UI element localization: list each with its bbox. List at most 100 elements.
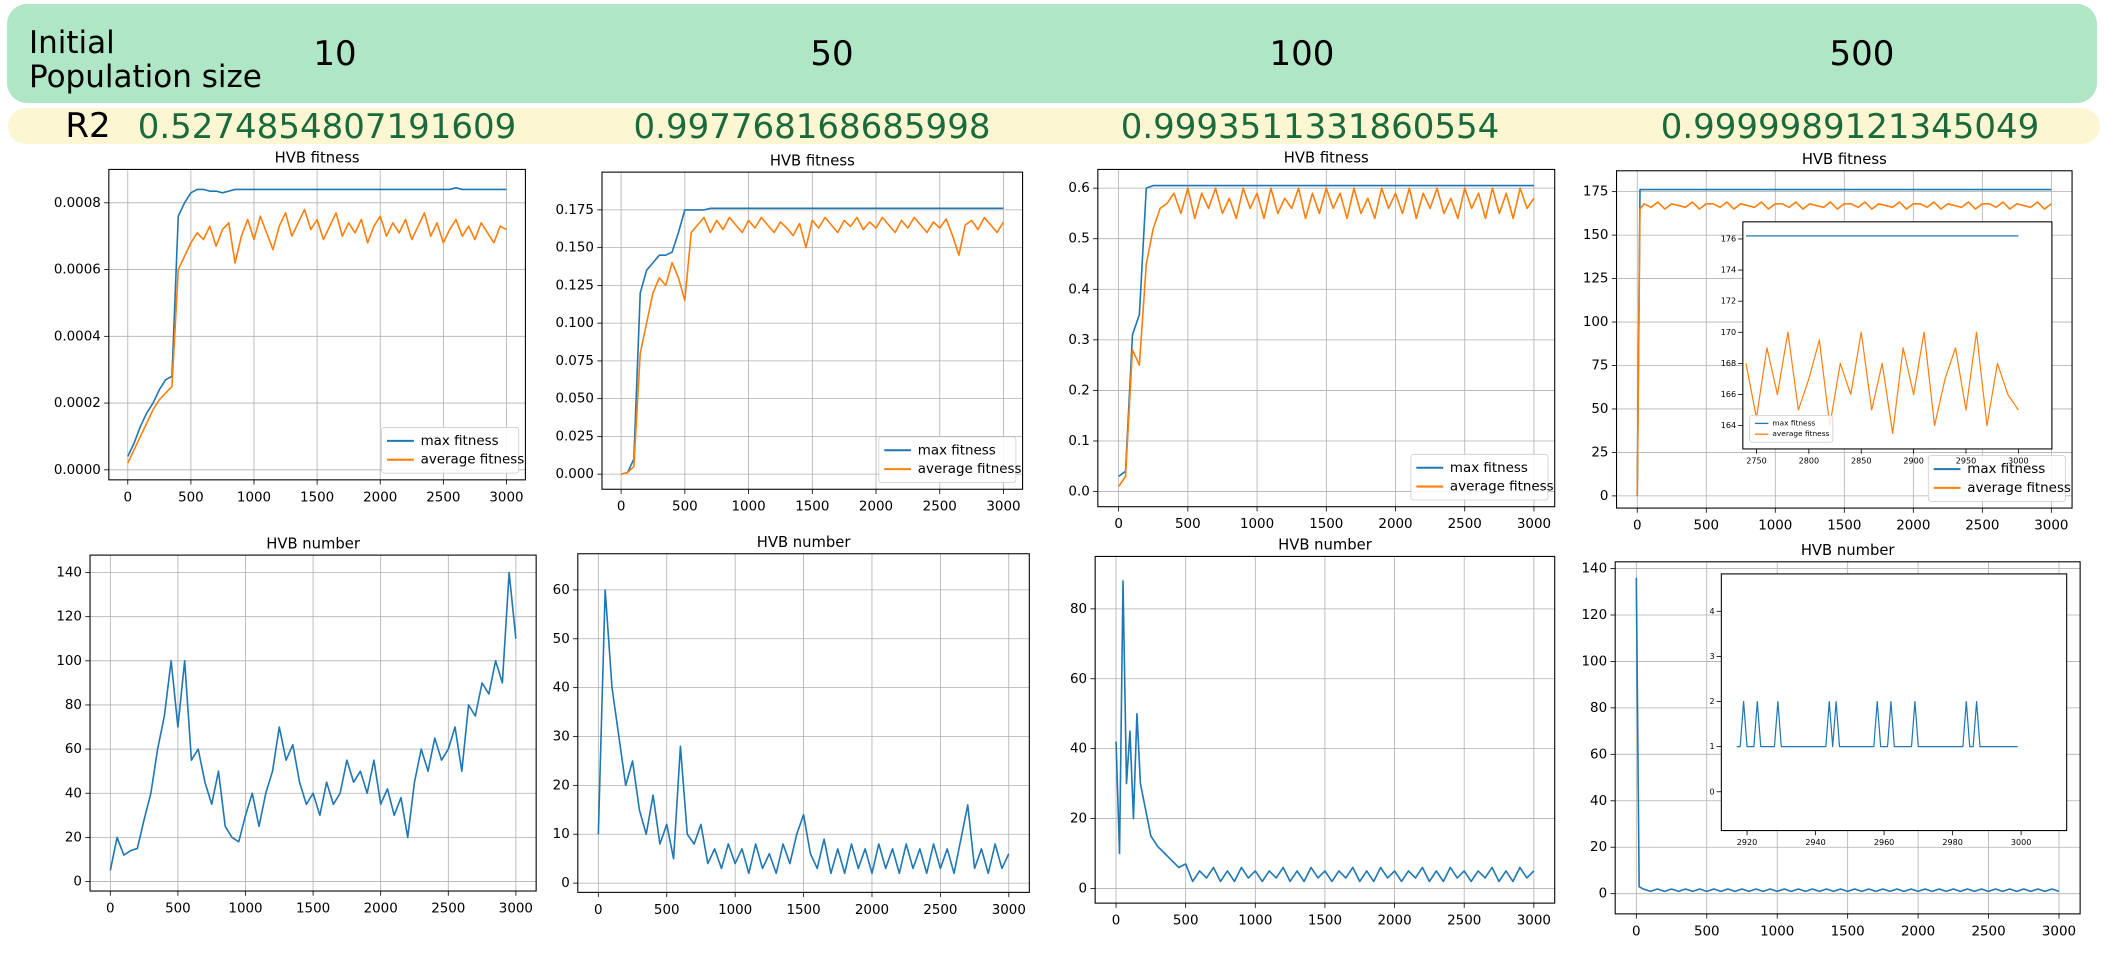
x-tick-label: 2920 <box>1737 838 1757 847</box>
x-tick-label: 2500 <box>1971 924 2005 939</box>
series-line <box>1745 331 2019 434</box>
x-tick-label: 500 <box>1694 924 1720 939</box>
y-tick-label: 0.0002 <box>54 396 101 411</box>
x-tick-label: 1500 <box>1831 924 1865 939</box>
x-tick-label: 0 <box>124 490 133 505</box>
y-tick-label: 100 <box>1581 654 1607 669</box>
x-tick-label: 500 <box>165 902 191 917</box>
legend-label: average fitness <box>1967 481 2071 496</box>
x-tick-label: 2950 <box>1956 457 1976 466</box>
series-line <box>1636 201 2052 496</box>
chart-title: HVB fitness <box>1802 151 1887 168</box>
x-tick-label: 1000 <box>237 490 271 505</box>
x-tick-label: 2000 <box>1377 914 1411 929</box>
x-tick-label: 3000 <box>2042 924 2076 939</box>
y-tick-label: 0.075 <box>556 354 594 369</box>
y-tick-label: 80 <box>1070 602 1087 617</box>
x-tick-label: 1000 <box>1240 517 1274 532</box>
r2-value: 0.9993511331860554 <box>1120 107 1500 147</box>
x-tick-label: 2000 <box>1901 924 1935 939</box>
series-line <box>1635 577 2060 893</box>
x-tick-label: 0 <box>594 903 603 918</box>
y-tick-label: 50 <box>1591 402 1608 417</box>
r2-label: R2 <box>65 106 111 146</box>
y-tick-label: 120 <box>1581 608 1607 623</box>
y-tick-label: 2 <box>1710 697 1715 706</box>
y-tick-label: 0.175 <box>556 203 594 218</box>
x-tick-label: 2500 <box>923 903 957 918</box>
r2-value: 0.5274854807191609 <box>137 107 517 147</box>
x-tick-label: 0 <box>1632 924 1641 939</box>
y-tick-label: 30 <box>553 730 570 745</box>
x-tick-label: 1500 <box>296 902 330 917</box>
x-tick-label: 2500 <box>431 902 465 917</box>
x-tick-label: 0 <box>1114 517 1123 532</box>
y-tick-label: 0.3 <box>1068 333 1089 348</box>
x-tick-label: 3000 <box>1517 517 1551 532</box>
y-tick-label: 176 <box>1721 234 1736 243</box>
y-tick-label: 0.0000 <box>54 463 101 478</box>
x-tick-label: 1000 <box>718 903 752 918</box>
x-tick-label: 500 <box>1173 914 1199 929</box>
y-tick-label: 10 <box>553 827 570 842</box>
y-tick-label: 40 <box>65 786 82 801</box>
plot-frame <box>108 168 526 481</box>
y-tick-label: 0.0 <box>1068 485 1089 500</box>
chart-title: HVB fitness <box>770 152 855 169</box>
x-tick-label: 0 <box>1633 519 1642 534</box>
y-tick-label: 80 <box>65 698 82 713</box>
series-line <box>620 207 1004 475</box>
chart-title: HVB fitness <box>1284 150 1369 167</box>
plot-frame <box>577 553 1030 893</box>
chart-title: HVB number <box>266 535 361 552</box>
x-tick-label: 2500 <box>1448 517 1482 532</box>
x-tick-label: 3000 <box>1517 914 1551 929</box>
legend-label: max fitness <box>421 434 499 449</box>
chart-title: HVB number <box>1801 542 1896 559</box>
r2-value: 0.9999989121345049 <box>1660 107 2040 147</box>
legend-box <box>1749 414 1834 443</box>
x-tick-label: 2500 <box>923 500 957 515</box>
x-tick-label: 2000 <box>1378 517 1412 532</box>
y-tick-label: 0.4 <box>1068 282 1089 297</box>
legend-label: max fitness <box>1450 461 1528 476</box>
legend-box <box>381 427 520 474</box>
y-tick-label: 0 <box>1079 881 1088 896</box>
y-tick-label: 20 <box>553 778 570 793</box>
y-tick-label: 100 <box>56 654 82 669</box>
y-tick-label: 20 <box>65 830 82 845</box>
y-tick-label: 0.2 <box>1068 383 1089 398</box>
x-tick-label: 2940 <box>1805 838 1825 847</box>
y-tick-label: 0 <box>73 875 82 890</box>
plot-frame <box>1614 561 2081 915</box>
x-tick-label: 3000 <box>2011 838 2031 847</box>
y-tick-label: 0.6 <box>1068 181 1089 196</box>
x-tick-label: 2000 <box>363 490 397 505</box>
y-tick-label: 75 <box>1591 359 1608 374</box>
legend-label: average fitness <box>1772 429 1829 438</box>
x-tick-label: 3000 <box>2034 519 2068 534</box>
x-tick-label: 3000 <box>986 500 1020 515</box>
y-tick-label: 60 <box>553 583 570 598</box>
x-tick-label: 0 <box>106 902 115 917</box>
y-tick-label: 60 <box>65 742 82 757</box>
y-tick-label: 120 <box>56 610 82 625</box>
header-label: Initial Population size <box>29 25 262 95</box>
x-tick-label: 2000 <box>364 902 398 917</box>
x-tick-label: 2500 <box>1965 519 1999 534</box>
y-tick-label: 4 <box>1710 607 1715 616</box>
x-tick-label: 500 <box>1175 517 1201 532</box>
x-tick-label: 1500 <box>795 500 829 515</box>
x-tick-label: 1000 <box>731 500 765 515</box>
x-tick-label: 1000 <box>228 902 262 917</box>
y-tick-label: 0.5 <box>1068 232 1089 247</box>
y-tick-label: 0.0008 <box>54 196 101 211</box>
legend-box <box>1410 453 1549 501</box>
x-tick-label: 2000 <box>859 500 893 515</box>
y-tick-label: 140 <box>1581 562 1607 577</box>
y-tick-label: 0 <box>1599 887 1608 902</box>
y-tick-label: 0.050 <box>556 392 594 407</box>
x-tick-label: 2500 <box>426 490 460 505</box>
series-line <box>109 571 517 871</box>
